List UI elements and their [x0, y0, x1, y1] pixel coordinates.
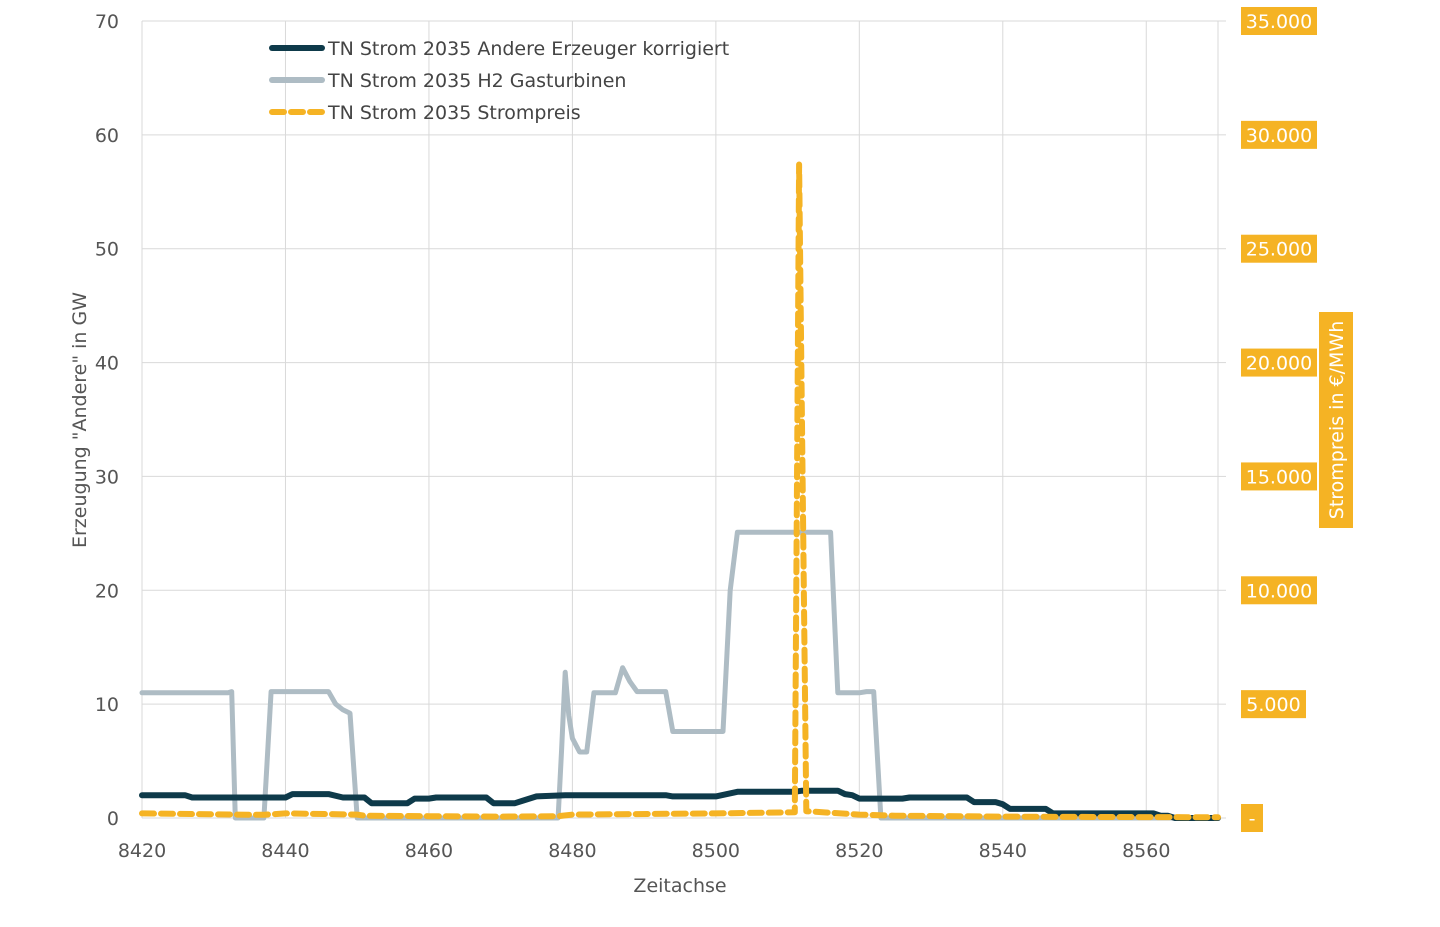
y2-tick-label: 20.000 — [1246, 353, 1312, 375]
series-line-andere — [139, 787, 1221, 821]
y2-tick-box — [1241, 348, 1317, 377]
y2-tick-box — [1241, 7, 1317, 35]
y-tick-label: 60 — [95, 125, 119, 147]
series-line-price — [139, 161, 1221, 821]
y-tick-label: 0 — [107, 808, 119, 830]
y2-tick-box — [1241, 804, 1263, 832]
y-tick-label: 70 — [95, 11, 119, 33]
y-tick-label: 20 — [95, 580, 119, 602]
y2-tick-box — [1241, 462, 1317, 491]
y2-tick-label: 25.000 — [1246, 239, 1312, 261]
y-tick-label: 10 — [95, 694, 119, 716]
legend-label-price: TN Strom 2035 Strompreis — [327, 102, 581, 124]
legend-label-h2: TN Strom 2035 H2 Gasturbinen — [327, 70, 626, 92]
y2-axis-title-box — [1319, 312, 1353, 528]
x-tick-label: 8560 — [1122, 840, 1170, 862]
x-tick-label: 8500 — [692, 840, 740, 862]
y-axis-right: - 5.000 10.000 15.000 20.000 25.000 30.000 35.0… — [1241, 7, 1317, 832]
y2-axis-title: Strompreis in €/MWh — [1326, 321, 1348, 519]
x-tick-label: 8480 — [548, 840, 596, 862]
x-tick-label: 8460 — [405, 840, 453, 862]
y2-tick-box — [1241, 576, 1317, 605]
y-tick-label: 40 — [95, 353, 119, 375]
x-tick-label: 8520 — [835, 840, 883, 862]
series-group — [139, 161, 1221, 821]
y-axis-left: 0 10 20 30 40 50 60 70 — [95, 11, 119, 830]
y2-tick-label: 15.000 — [1246, 466, 1312, 488]
series-line-h2 — [139, 529, 1221, 821]
x-axis-title: Zeitachse — [633, 875, 726, 897]
y2-tick-label: 5.000 — [1246, 694, 1300, 716]
x-tick-label: 8440 — [261, 840, 309, 862]
y2-tick-label: 10.000 — [1246, 580, 1312, 602]
y2-tick-label: 35.000 — [1246, 11, 1312, 33]
y-tick-label: 30 — [95, 466, 119, 488]
legend-label-andere: TN Strom 2035 Andere Erzeuger korrigiert — [327, 38, 729, 60]
x-axis: 8420 8440 8460 8480 8500 8520 8540 8560 — [118, 840, 1171, 862]
y2-tick-box — [1241, 120, 1317, 149]
x-tick-label: 8540 — [979, 840, 1027, 862]
grid — [141, 20, 1226, 819]
legend: TN Strom 2035 Andere Erzeuger korrigiert… — [269, 38, 729, 124]
y-tick-label: 50 — [95, 239, 119, 261]
y2-tick-label: 30.000 — [1246, 125, 1312, 147]
y2-tick-box — [1241, 234, 1317, 263]
y2-tick-box — [1241, 690, 1306, 719]
y-axis-title: Erzeugung "Andere" in GW — [69, 292, 91, 548]
y2-tick-label: - — [1249, 808, 1256, 830]
x-tick-label: 8420 — [118, 840, 166, 862]
